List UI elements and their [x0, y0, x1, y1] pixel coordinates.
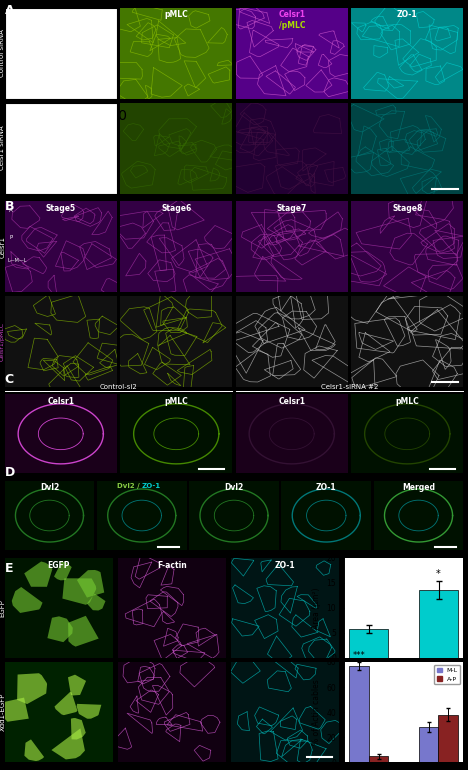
Text: B: B: [5, 200, 14, 213]
Bar: [349, 629, 388, 658]
Text: Stage6: Stage6: [161, 204, 191, 213]
Polygon shape: [68, 675, 86, 695]
Polygon shape: [47, 616, 73, 642]
Legend: M-L, A-P: M-L, A-P: [434, 665, 460, 685]
Polygon shape: [12, 587, 43, 613]
Text: pMLC: pMLC: [164, 9, 188, 18]
Polygon shape: [54, 692, 77, 715]
Text: /pMLC: /pMLC: [278, 22, 305, 30]
Text: ***: ***: [353, 651, 366, 660]
Text: Celsr1 siRNA: Celsr1 siRNA: [0, 126, 5, 170]
Text: Dvl2: Dvl2: [40, 483, 59, 492]
Text: Xdd1-EGFP: Xdd1-EGFP: [0, 693, 5, 732]
Text: Celsr1/pMLC: Celsr1/pMLC: [0, 322, 5, 361]
Text: ZO-1: ZO-1: [316, 483, 336, 492]
Text: A: A: [9, 208, 13, 213]
Text: Merged: Merged: [402, 483, 435, 492]
Text: EGFP: EGFP: [0, 599, 5, 617]
Text: ZO-1: ZO-1: [397, 9, 417, 18]
Text: A: A: [5, 4, 15, 17]
Text: Celsr1: Celsr1: [47, 9, 74, 18]
Text: Celsr1: Celsr1: [0, 236, 5, 258]
Text: Celsr1-siRNA #2: Celsr1-siRNA #2: [321, 384, 378, 390]
Text: Dvl2: Dvl2: [224, 483, 244, 492]
Text: L—M—L: L—M—L: [7, 258, 27, 263]
Polygon shape: [77, 704, 102, 718]
Text: Dvl2 /: Dvl2 /: [117, 483, 142, 489]
Bar: [349, 666, 369, 762]
Text: Stage7: Stage7: [277, 204, 307, 213]
Text: Celsr1: Celsr1: [278, 397, 305, 406]
Text: ZO-1: ZO-1: [142, 483, 161, 489]
Text: Control siRNA: Control siRNA: [0, 29, 5, 77]
Polygon shape: [71, 718, 86, 739]
Text: Stage8: Stage8: [392, 204, 423, 213]
Text: C: C: [5, 373, 14, 387]
Polygon shape: [87, 594, 105, 611]
Text: P: P: [9, 235, 13, 240]
Text: Celsr1: Celsr1: [47, 397, 74, 406]
Polygon shape: [24, 561, 52, 587]
Bar: [369, 756, 388, 762]
Text: *: *: [436, 569, 441, 579]
Polygon shape: [62, 578, 96, 604]
Bar: [439, 715, 458, 762]
Text: Stage5: Stage5: [46, 204, 76, 213]
Text: EGFP: EGFP: [48, 561, 70, 570]
Polygon shape: [17, 673, 47, 704]
Text: Celsr1: Celsr1: [278, 9, 305, 18]
Bar: [419, 591, 458, 658]
Polygon shape: [51, 728, 85, 759]
Text: F-actin: F-actin: [157, 561, 187, 570]
Text: pMLC: pMLC: [395, 397, 419, 406]
Y-axis label: % of Actin cables: % of Actin cables: [312, 679, 321, 745]
Polygon shape: [77, 570, 104, 598]
Polygon shape: [68, 616, 99, 647]
Polygon shape: [24, 739, 44, 761]
Polygon shape: [2, 698, 29, 721]
Text: E: E: [5, 562, 13, 575]
Text: ZO-1: ZO-1: [275, 561, 295, 570]
Bar: [419, 727, 439, 762]
Text: D: D: [5, 466, 15, 479]
Polygon shape: [54, 561, 72, 581]
Y-axis label: Area (μm²): Area (μm²): [312, 587, 321, 628]
Text: Control-si2: Control-si2: [100, 384, 138, 390]
Text: pMLC: pMLC: [164, 397, 188, 406]
